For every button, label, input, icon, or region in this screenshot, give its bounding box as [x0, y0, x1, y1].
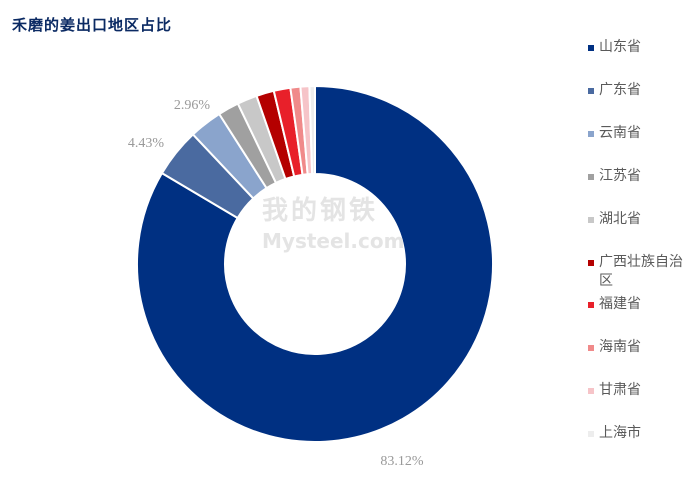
legend-swatch [588, 174, 594, 180]
watermark-en: Mysteel.com [262, 229, 405, 253]
legend-swatch [588, 217, 594, 223]
legend-item: 湖北省 [584, 210, 694, 229]
legend-label: 广东省 [599, 82, 641, 98]
legend-swatch [588, 302, 594, 308]
legend-label: 山东省 [599, 39, 641, 55]
legend-swatch [588, 260, 594, 266]
legend-label: 福建省 [599, 296, 641, 312]
legend-item: 云南省 [584, 124, 694, 143]
legend-label: 江苏省 [599, 168, 641, 184]
legend-item: 山东省 [584, 38, 694, 57]
legend-item: 海南省 [584, 338, 694, 357]
legend-item: 广西壮族自治区 [584, 253, 694, 291]
legend-label: 云南省 [599, 125, 641, 141]
data-label-2: 2.96% [174, 98, 211, 113]
watermark: 我的钢铁 Mysteel.com [262, 196, 405, 256]
legend-item: 江苏省 [584, 167, 694, 186]
legend-swatch [588, 131, 594, 137]
legend-item: 甘肃省 [584, 381, 694, 400]
legend-label: 甘肃省 [599, 382, 641, 398]
legend-swatch [588, 345, 594, 351]
legend-swatch [588, 88, 594, 94]
legend-swatch [588, 45, 594, 51]
legend-item: 广东省 [584, 81, 694, 100]
chart-title: 禾磨的姜出口地区占比 [12, 16, 173, 34]
legend-label: 广西壮族自治区 [599, 254, 683, 289]
data-label-1: 4.43% [128, 136, 165, 151]
legend-swatch [588, 431, 594, 437]
legend-item: 福建省 [584, 295, 694, 314]
slice-9 [308, 84, 316, 176]
legend-label: 海南省 [599, 339, 641, 355]
legend-label: 湖北省 [599, 211, 641, 227]
legend-item: 上海市 [584, 424, 694, 443]
data-label-0: 83.12% [380, 454, 424, 469]
slice-0 [136, 84, 494, 443]
legend-label: 上海市 [599, 425, 641, 441]
watermark-cn: 我的钢铁 [262, 196, 379, 226]
legend-swatch [588, 388, 594, 394]
